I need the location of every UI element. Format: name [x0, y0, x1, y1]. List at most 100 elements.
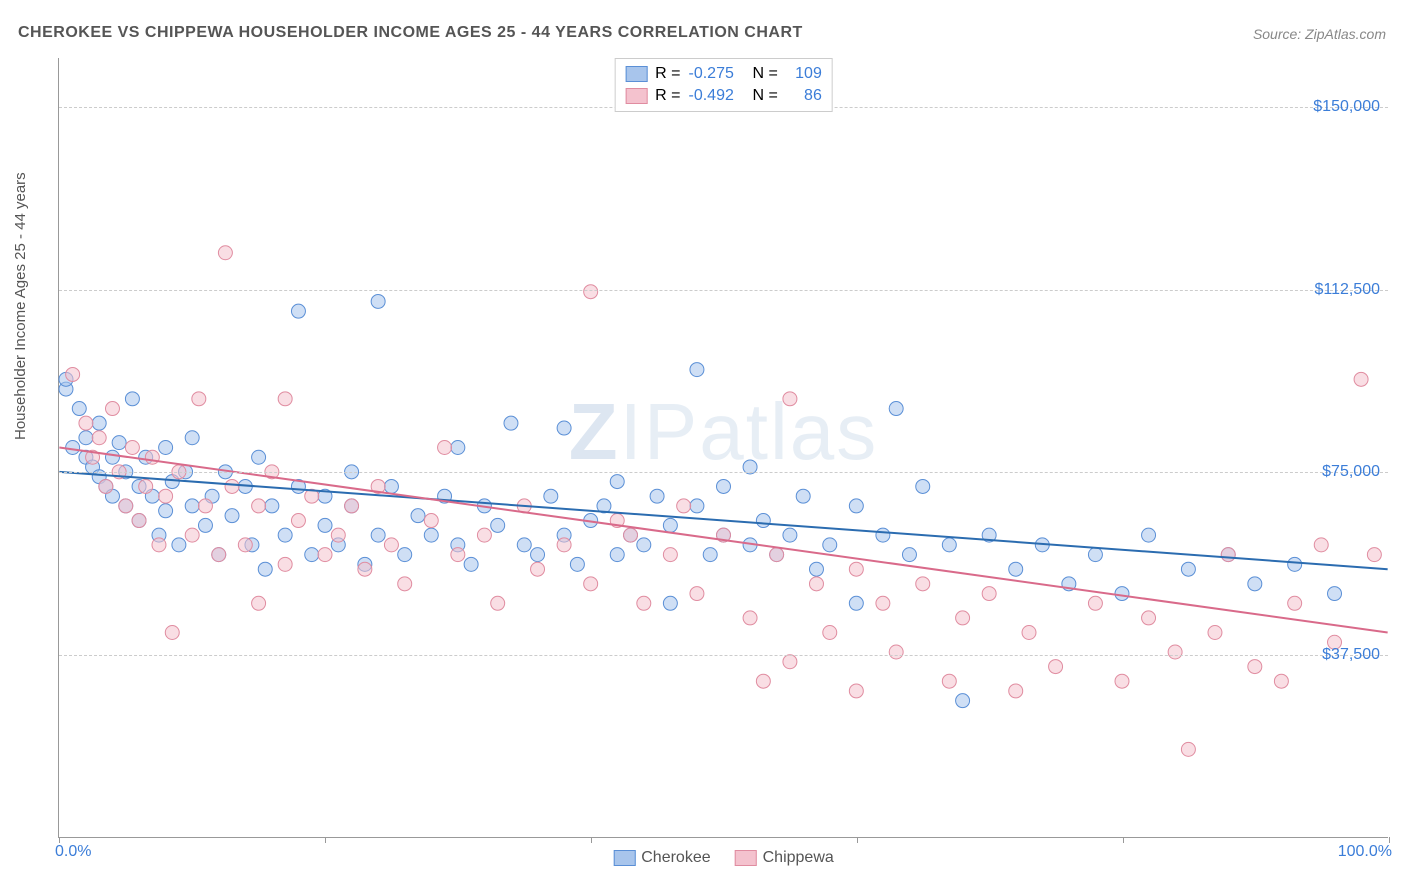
- data-point: [371, 528, 385, 542]
- data-point: [1049, 660, 1063, 674]
- data-point: [252, 596, 266, 610]
- data-point: [1142, 528, 1156, 542]
- data-point: [916, 479, 930, 493]
- data-point: [79, 431, 93, 445]
- data-point: [278, 392, 292, 406]
- data-point: [690, 363, 704, 377]
- data-point: [119, 499, 133, 513]
- data-point: [278, 557, 292, 571]
- data-point: [79, 416, 93, 430]
- source-attribution: Source: ZipAtlas.com: [1253, 26, 1386, 42]
- data-point: [331, 528, 345, 542]
- x-tick: [59, 837, 60, 843]
- y-axis-label: Householder Income Ages 25 - 44 years: [12, 172, 29, 440]
- legend-stats-row-chippewa: R = -0.492 N = 86: [625, 85, 822, 107]
- data-point: [610, 475, 624, 489]
- data-point: [1314, 538, 1328, 552]
- legend-label-cherokee: Cherokee: [641, 849, 710, 867]
- y-tick-label: $75,000: [1322, 463, 1380, 481]
- data-point: [624, 528, 638, 542]
- data-point: [291, 514, 305, 528]
- data-point: [491, 596, 505, 610]
- data-point: [477, 528, 491, 542]
- data-point: [1274, 674, 1288, 688]
- data-point: [358, 562, 372, 576]
- swatch-cherokee-bottom: [613, 850, 635, 866]
- data-point: [637, 596, 651, 610]
- data-point: [809, 562, 823, 576]
- data-point: [212, 548, 226, 562]
- data-point: [531, 548, 545, 562]
- data-point: [889, 402, 903, 416]
- swatch-cherokee: [625, 66, 647, 82]
- data-point: [105, 402, 119, 416]
- data-point: [544, 489, 558, 503]
- data-point: [125, 392, 139, 406]
- data-point: [849, 684, 863, 698]
- x-tick: [1389, 837, 1390, 843]
- data-point: [1009, 562, 1023, 576]
- data-point: [1328, 587, 1342, 601]
- data-point: [72, 402, 86, 416]
- data-point: [218, 246, 232, 260]
- data-point: [756, 674, 770, 688]
- legend-stats: R = -0.275 N = 109 R = -0.492 N = 86: [614, 58, 833, 112]
- data-point: [743, 611, 757, 625]
- data-point: [557, 538, 571, 552]
- data-point: [531, 562, 545, 576]
- data-point: [584, 285, 598, 299]
- data-point: [717, 479, 731, 493]
- data-point: [889, 645, 903, 659]
- data-point: [650, 489, 664, 503]
- data-point: [185, 499, 199, 513]
- x-tick: [857, 837, 858, 843]
- data-point: [942, 674, 956, 688]
- data-point: [92, 431, 106, 445]
- data-point: [238, 538, 252, 552]
- x-min-label: 0.0%: [55, 843, 91, 861]
- data-point: [225, 509, 239, 523]
- data-point: [198, 499, 212, 513]
- data-point: [152, 538, 166, 552]
- y-tick-label: $150,000: [1313, 98, 1380, 116]
- data-point: [252, 499, 266, 513]
- data-point: [956, 611, 970, 625]
- data-point: [849, 596, 863, 610]
- legend-item-cherokee: Cherokee: [613, 849, 710, 867]
- data-point: [384, 479, 398, 493]
- data-point: [557, 421, 571, 435]
- y-tick-label: $112,500: [1314, 281, 1380, 299]
- data-point: [770, 548, 784, 562]
- gridline: [59, 472, 1388, 473]
- n-label: N =: [753, 65, 778, 83]
- data-point: [411, 509, 425, 523]
- y-tick-label: $37,500: [1322, 646, 1380, 664]
- data-point: [1221, 548, 1235, 562]
- data-point: [982, 587, 996, 601]
- data-point: [637, 538, 651, 552]
- data-point: [371, 294, 385, 308]
- swatch-chippewa: [625, 88, 647, 104]
- swatch-chippewa-bottom: [735, 850, 757, 866]
- legend-stats-row-cherokee: R = -0.275 N = 109: [625, 63, 822, 85]
- data-point: [1208, 626, 1222, 640]
- legend-label-chippewa: Chippewa: [763, 849, 834, 867]
- data-point: [796, 489, 810, 503]
- x-tick: [1123, 837, 1124, 843]
- data-point: [165, 626, 179, 640]
- x-max-label: 100.0%: [1338, 843, 1392, 861]
- data-point: [112, 436, 126, 450]
- data-point: [172, 538, 186, 552]
- data-point: [823, 538, 837, 552]
- n-value-cherokee: 109: [786, 65, 822, 83]
- data-point: [438, 441, 452, 455]
- data-point: [902, 548, 916, 562]
- data-point: [384, 538, 398, 552]
- data-point: [159, 441, 173, 455]
- chart-title: CHEROKEE VS CHIPPEWA HOUSEHOLDER INCOME …: [18, 24, 803, 42]
- data-point: [1288, 557, 1302, 571]
- data-point: [424, 514, 438, 528]
- data-point: [451, 548, 465, 562]
- data-point: [198, 518, 212, 532]
- data-point: [1168, 645, 1182, 659]
